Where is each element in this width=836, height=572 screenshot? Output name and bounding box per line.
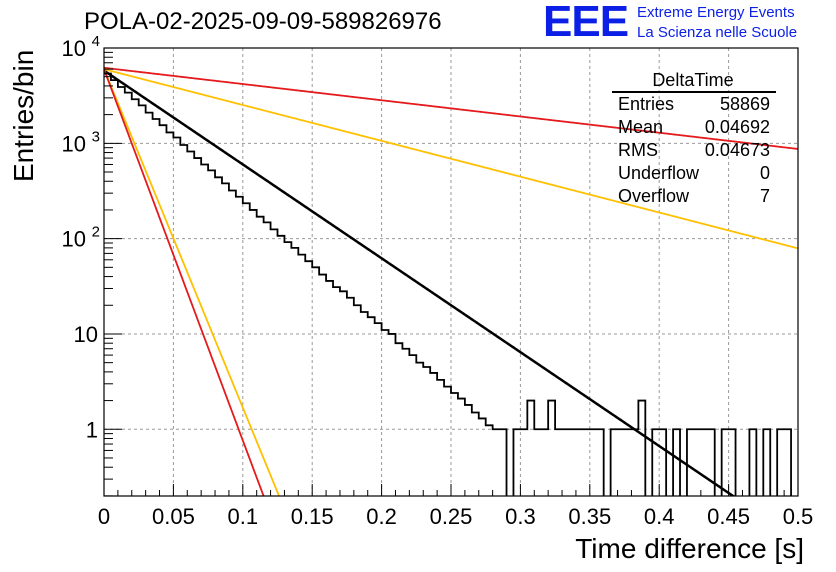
x-tick-label: 0.4 xyxy=(644,504,675,529)
fit-curve-red-slow xyxy=(104,66,798,150)
stats-value: 7 xyxy=(759,186,770,206)
stats-label: RMS xyxy=(618,140,658,160)
stats-value: 0 xyxy=(759,163,770,183)
y-tick-exponent: 2 xyxy=(92,224,100,241)
stats-value: 0.04692 xyxy=(704,117,770,137)
histogram-line xyxy=(104,72,792,496)
y-tick-label: 10 xyxy=(62,36,86,61)
chart-title: POLA-02-2025-09-09-589826976 xyxy=(84,8,442,35)
x-tick-label: 0.1 xyxy=(228,504,259,529)
y-tick-label: 10 xyxy=(62,227,86,252)
x-tick-label: 0.25 xyxy=(430,504,473,529)
stats-label: Overflow xyxy=(618,186,690,206)
x-tick-label: 0.45 xyxy=(707,504,750,529)
stats-box-divider xyxy=(612,91,776,93)
stats-value: 58869 xyxy=(719,94,770,114)
x-tick-label: 0.3 xyxy=(505,504,536,529)
x-tick-label: 0.05 xyxy=(152,504,195,529)
stats-box-title: DeltaTime xyxy=(652,70,734,90)
x-axis-label: Time difference [s] xyxy=(575,533,804,564)
y-tick-label: 10 xyxy=(62,131,86,156)
stats-value: 0.04673 xyxy=(704,140,770,160)
y-tick-label: 1 xyxy=(86,417,98,442)
fit-curve-yellow-slow xyxy=(104,68,798,250)
logo-line-1: Extreme Energy Events xyxy=(637,4,795,21)
y-axis-label: Entries/bin xyxy=(8,49,39,182)
logo-line-2: La Scienza nelle Scuole xyxy=(637,24,798,41)
y-tick-exponent: 4 xyxy=(92,33,100,50)
y-tick-label: 10 xyxy=(74,322,98,347)
x-tick-label: 0 xyxy=(98,504,110,529)
x-tick-label: 0.2 xyxy=(366,504,397,529)
x-tick-label: 0.15 xyxy=(291,504,334,529)
stats-label: Entries xyxy=(618,94,675,114)
stats-label: Mean xyxy=(618,117,664,137)
x-tick-label: 0.5 xyxy=(783,504,814,529)
fit-curve-red-fast xyxy=(104,68,265,496)
fit-curve-yellow-fast xyxy=(104,68,281,496)
y-tick-exponent: 3 xyxy=(92,128,100,145)
x-tick-label: 0.35 xyxy=(568,504,611,529)
eee-logo: EEE xyxy=(543,0,629,46)
stats-label: Underflow xyxy=(618,163,700,183)
